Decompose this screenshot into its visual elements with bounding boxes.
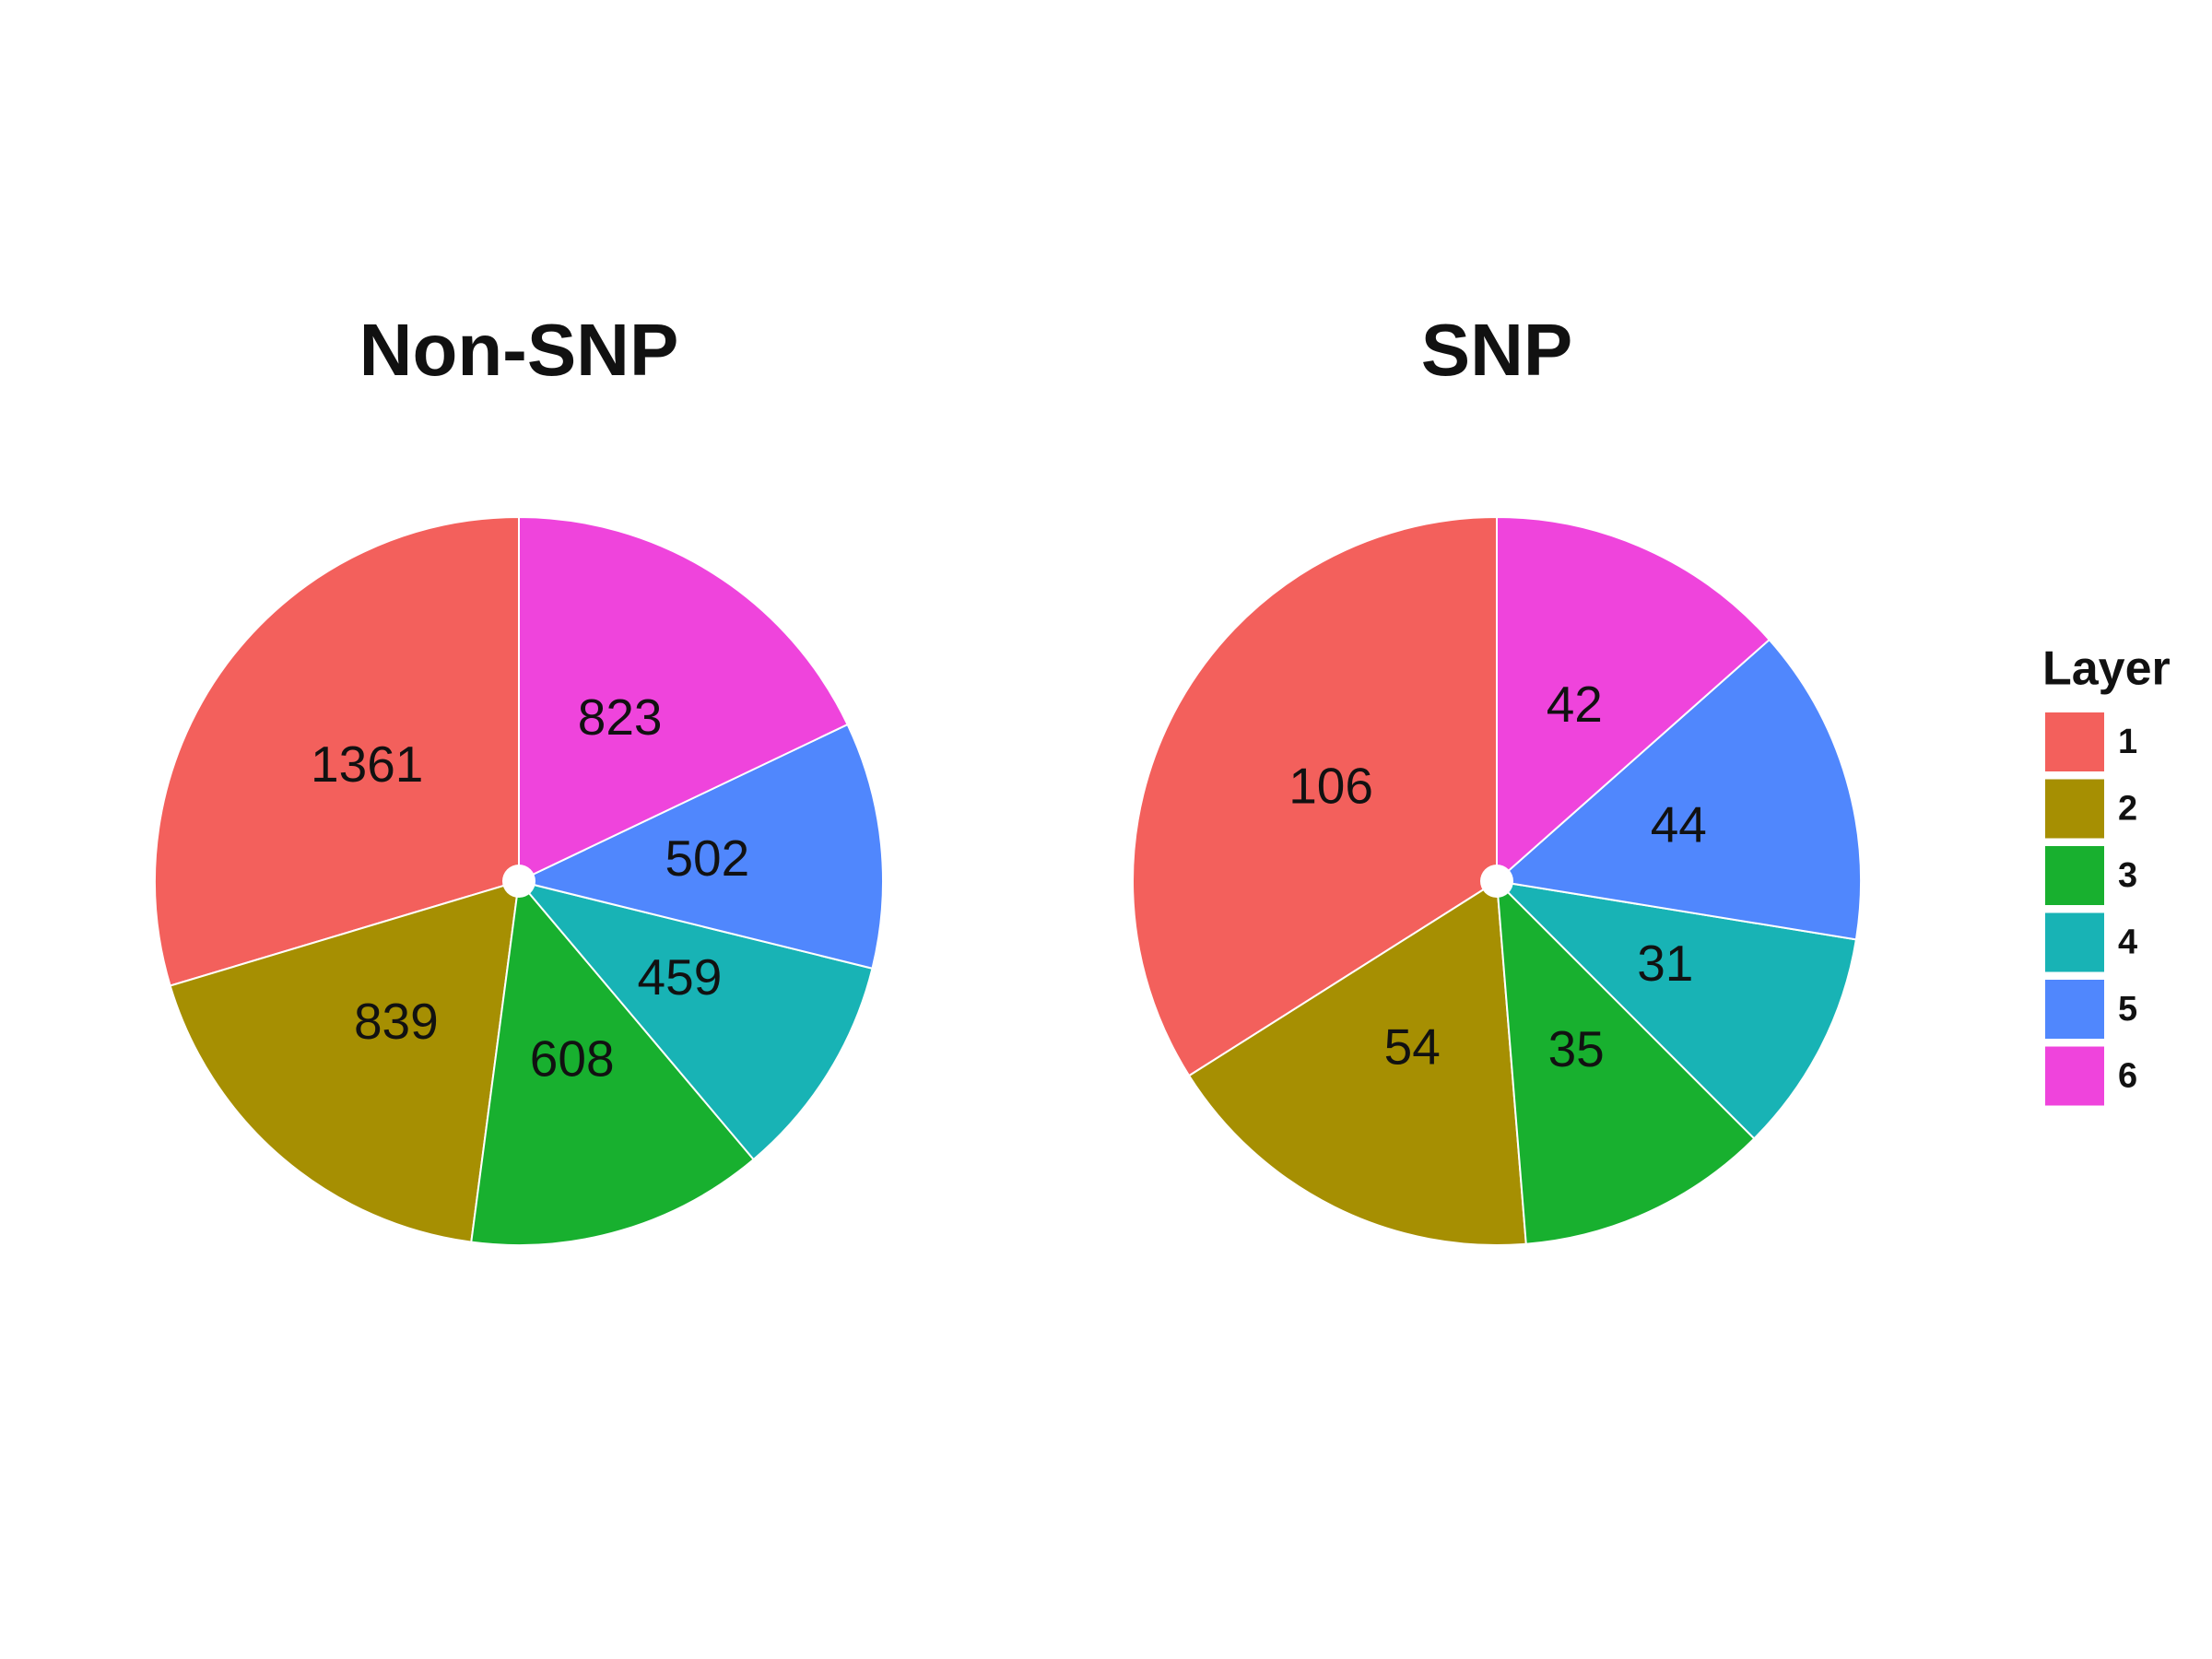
legend-label: 6 xyxy=(2118,1057,2137,1096)
chart-title: SNP xyxy=(1421,309,1573,391)
legend-title: Layer xyxy=(2042,642,2171,696)
pie-slice xyxy=(516,879,874,1161)
pie-slice xyxy=(1496,515,1771,884)
legend-key xyxy=(2043,978,2106,1041)
value-label: 459 xyxy=(638,948,723,1006)
legend-key xyxy=(2043,777,2106,841)
value-label: 106 xyxy=(1288,757,1373,814)
pie-slice xyxy=(1187,879,1527,1246)
legend-label: 2 xyxy=(2118,790,2137,829)
pie-slice xyxy=(1494,879,1858,1140)
pie-slice xyxy=(1495,878,1756,1245)
value-label: 839 xyxy=(354,993,439,1050)
legend-label: 1 xyxy=(2118,723,2137,761)
pie-slice xyxy=(516,723,884,970)
legend-key xyxy=(2043,1044,2106,1108)
legend-key xyxy=(2043,911,2106,974)
chart-title: Non-SNP xyxy=(359,309,679,391)
center-hole xyxy=(502,865,535,898)
value-label: 44 xyxy=(1651,795,1707,853)
legend-key xyxy=(2043,711,2106,773)
value-label: 823 xyxy=(578,688,663,746)
pie-slice xyxy=(153,515,520,987)
pie-slice xyxy=(169,879,521,1243)
legend-label: 5 xyxy=(2118,990,2137,1029)
pie-slice xyxy=(518,515,849,883)
value-label: 1361 xyxy=(311,735,423,793)
pie-slice xyxy=(1494,638,1862,941)
pie-slice xyxy=(470,878,756,1246)
center-hole xyxy=(1480,865,1513,898)
legend-label: 3 xyxy=(2118,856,2137,895)
legend-label: 4 xyxy=(2118,924,2137,962)
value-label: 42 xyxy=(1547,676,1603,733)
value-label: 608 xyxy=(530,1030,615,1088)
pie-slice xyxy=(1132,515,1498,1077)
value-label: 31 xyxy=(1637,935,1693,992)
value-label: 54 xyxy=(1384,1018,1441,1075)
legend-key xyxy=(2043,844,2106,907)
value-label: 502 xyxy=(665,830,749,887)
value-label: 35 xyxy=(1548,1020,1605,1077)
